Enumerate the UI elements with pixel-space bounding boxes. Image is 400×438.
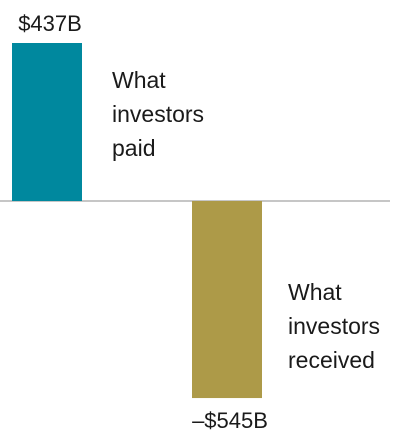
value-label-received: –$545B bbox=[192, 408, 268, 433]
bar-what-investors-received bbox=[192, 201, 262, 399]
category-label-paid: What investors paid bbox=[112, 67, 210, 161]
category-label-received: What investors received bbox=[288, 279, 386, 373]
category-label-paid-line-3: paid bbox=[112, 135, 155, 161]
category-label-received-line-2: investors bbox=[288, 313, 380, 339]
category-label-received-line-1: What bbox=[288, 279, 342, 305]
bar-what-investors-paid bbox=[12, 43, 82, 201]
value-label-paid: $437B bbox=[18, 11, 82, 36]
category-label-received-line-3: received bbox=[288, 347, 375, 373]
category-label-paid-line-2: investors bbox=[112, 101, 204, 127]
category-label-paid-line-1: What bbox=[112, 67, 166, 93]
